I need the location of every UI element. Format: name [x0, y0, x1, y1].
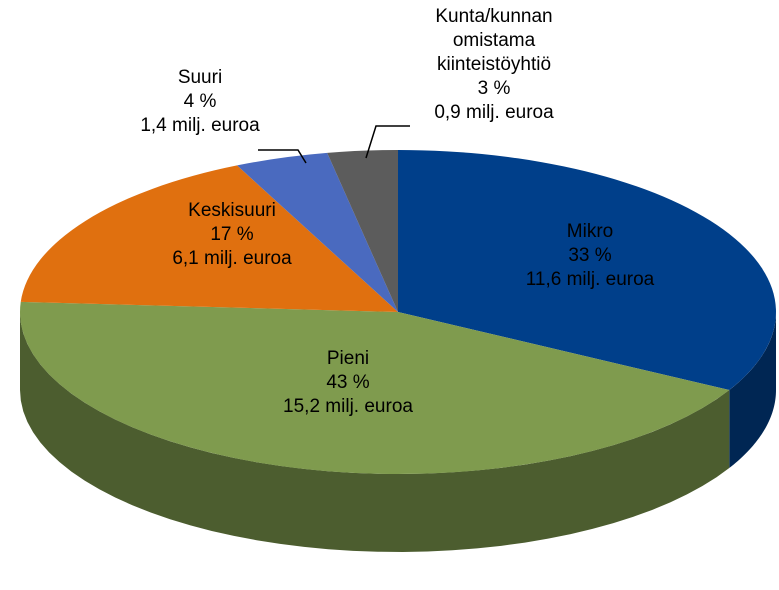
slice: [20, 165, 398, 312]
slice: [237, 152, 398, 312]
slice: [327, 150, 398, 312]
amount-label: 15,2 milj. euroa: [283, 396, 413, 417]
amount-label: 0,9 milj. euroa: [434, 102, 554, 123]
category-label: Pieni: [327, 348, 369, 369]
value-label: 3 %: [478, 78, 511, 99]
slice-side: [729, 312, 776, 469]
slice-side: [20, 312, 730, 552]
leader-line: [365, 125, 410, 159]
leader-line: [258, 149, 307, 164]
amount-label: 6,1 milj. euroa: [172, 248, 292, 269]
amount-label: 11,6 milj. euroa: [526, 269, 655, 290]
slice-label: Suuri 4 % 1,4 milj. euroa: [140, 67, 260, 136]
value-label: 4 %: [184, 91, 217, 112]
value-label: 33 %: [568, 245, 611, 266]
slice-label: Kunta/kunnan omistama kiinteistöyhtiö 3 % 0,…: [434, 6, 554, 123]
category-label: Keskisuuri: [188, 200, 276, 221]
category-label: Mikro: [567, 221, 613, 242]
slice-label: Pieni 43 % 15,2 milj. euroa: [283, 348, 413, 417]
category-label: Kunta/kunnan omistama kiinteistöyhtiö: [435, 6, 552, 75]
slice: [20, 301, 730, 474]
category-label: Suuri: [178, 67, 222, 88]
slice: [398, 150, 776, 391]
slice-label: Keskisuuri 17 % 6,1 milj. euroa: [172, 200, 292, 269]
amount-label: 1,4 milj. euroa: [140, 115, 260, 136]
slice-label: Mikro 33 % 11,6 milj. euroa: [526, 221, 655, 290]
value-label: 17 %: [210, 224, 253, 245]
value-label: 43 %: [326, 372, 369, 393]
